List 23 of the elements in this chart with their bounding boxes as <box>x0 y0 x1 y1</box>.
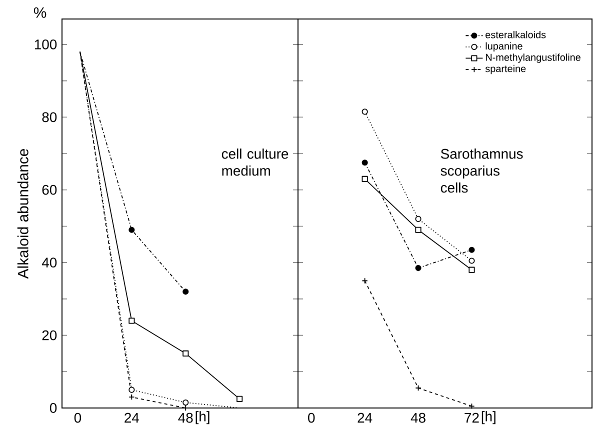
y-axis-title: Alkaloid abundance <box>17 148 28 279</box>
y-tick-label: 80 <box>42 112 57 122</box>
y-tick-label: 20 <box>42 330 57 340</box>
x-tick-label: 24 <box>358 412 372 423</box>
legend-label: N-methylangustifoline <box>486 54 580 63</box>
y-tick-label: 60 <box>42 184 57 195</box>
y-tick-label: 40 <box>42 258 57 268</box>
x-axis-title: [h] <box>482 411 496 424</box>
text: % <box>34 7 46 18</box>
annotation: Sarothamnus scoparius cells <box>440 148 523 193</box>
annotation: cell culture medium <box>222 148 288 176</box>
x-tick-label: 48 <box>178 412 193 423</box>
x-tick-label: 72 <box>464 412 479 423</box>
legend-label: lupanine <box>486 42 522 52</box>
x-tick-label: 48 <box>410 412 426 423</box>
x-tick-label: 0 <box>308 412 315 423</box>
legend-label: esteralkaloids <box>486 30 546 38</box>
y-tick-label: 100 <box>34 39 57 50</box>
x-tick-label: 24 <box>124 412 140 423</box>
legend-label: sparteine <box>485 64 526 74</box>
y-tick-label: 0 <box>50 403 57 413</box>
x-tick-label: 0 <box>74 412 82 423</box>
x-axis-title: [h] <box>196 411 210 424</box>
